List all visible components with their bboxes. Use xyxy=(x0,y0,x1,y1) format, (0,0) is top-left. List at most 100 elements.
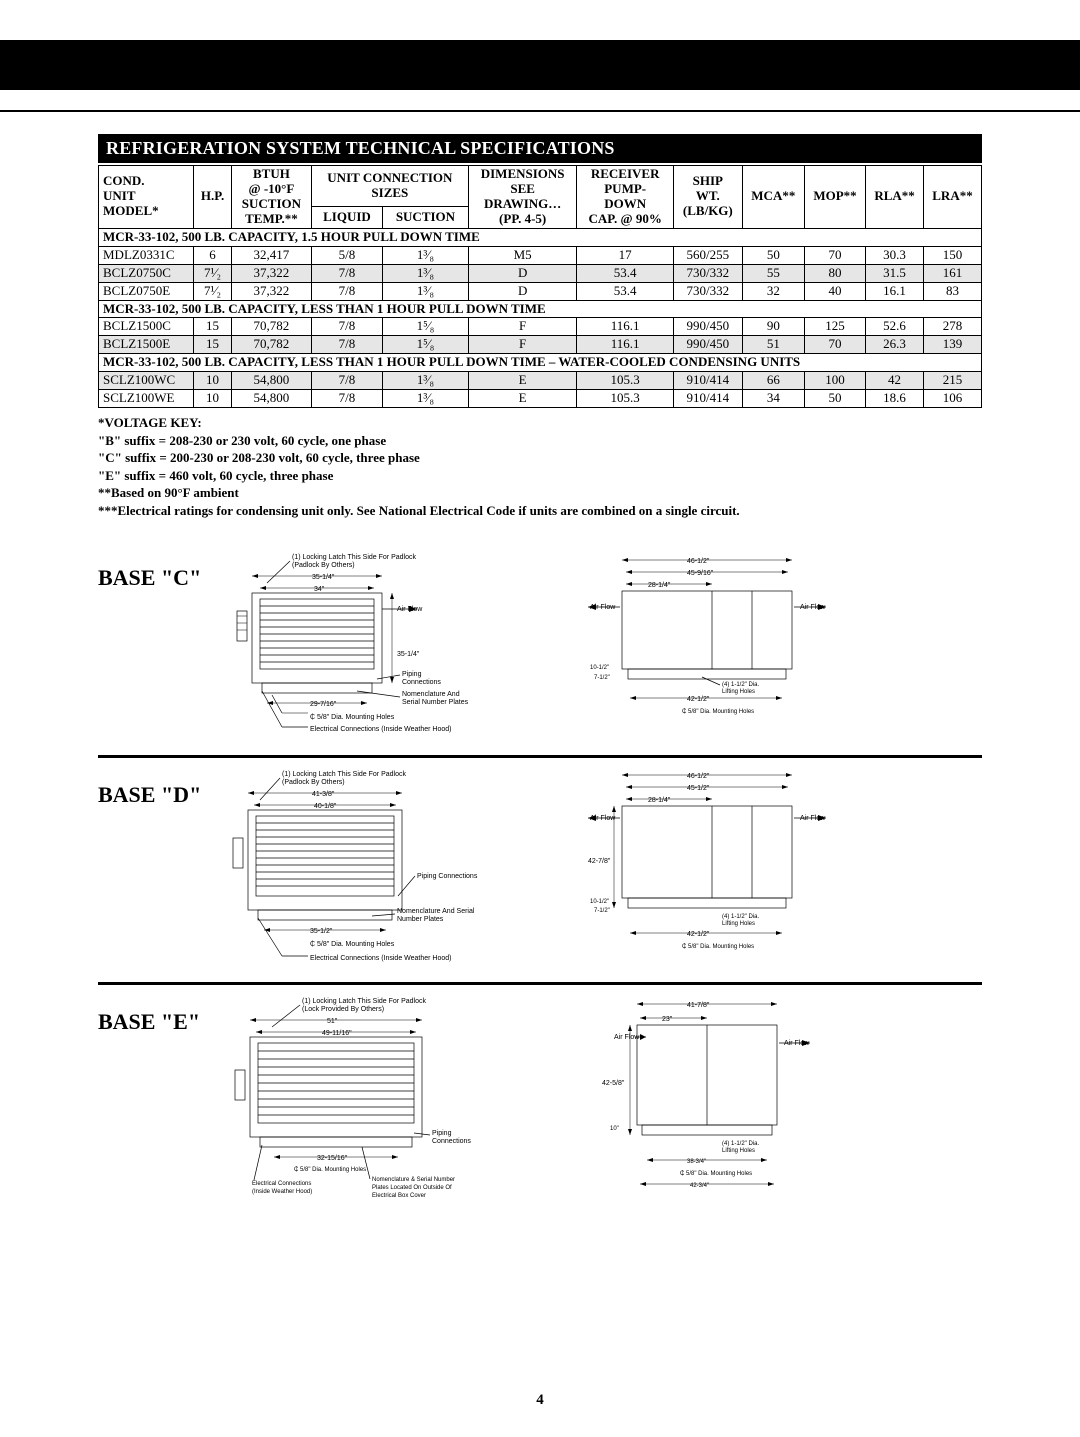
base-d-label: BASE "D" xyxy=(98,768,210,808)
table-cell: 40 xyxy=(804,282,865,300)
page-number: 4 xyxy=(0,1392,1080,1409)
table-cell: 105.3 xyxy=(577,372,673,390)
base-d-front-diagram: (1) Locking Latch This Side For Padlock … xyxy=(222,768,512,968)
hdr-suction: SUCTION xyxy=(383,206,469,228)
svg-text:₵ 5/8" Dia. Mounting Holes: ₵ 5/8" Dia. Mounting Holes xyxy=(310,713,395,721)
table-cell: 7/8 xyxy=(311,372,382,390)
table-cell: MDLZ0331C xyxy=(99,246,194,264)
table-cell: 1³⁄₈ xyxy=(383,390,469,408)
svg-text:40-1/8": 40-1/8" xyxy=(314,803,337,810)
svg-text:35-1/2": 35-1/2" xyxy=(310,928,333,935)
hdr-hp: H.P. xyxy=(194,166,232,229)
svg-text:41-3/8": 41-3/8" xyxy=(312,791,335,798)
hdr-mop: MOP** xyxy=(804,166,865,229)
svg-text:28-1/4": 28-1/4" xyxy=(648,582,671,589)
base-e-front-diagram: (1) Locking Latch This Side For Padlock … xyxy=(222,995,522,1205)
table-cell: 1³⁄₈ xyxy=(383,246,469,264)
svg-text:(4) 1-1/2" Dia.: (4) 1-1/2" Dia. xyxy=(722,1141,759,1147)
table-cell: 150 xyxy=(924,246,982,264)
spec-table: COND. UNIT MODEL* H.P. BTUH @ -10°F SUCT… xyxy=(98,165,982,408)
svg-text:23": 23" xyxy=(662,1016,673,1023)
svg-text:Electrical Connections: Electrical Connections xyxy=(252,1181,311,1187)
table-cell: 83 xyxy=(924,282,982,300)
svg-text:35-1/4": 35-1/4" xyxy=(312,574,335,581)
table-cell: 6 xyxy=(194,246,232,264)
table-cell: 100 xyxy=(804,372,865,390)
table-cell: D xyxy=(468,282,577,300)
table-cell: 50 xyxy=(742,246,804,264)
svg-text:₵ 5/8" Dia. Mounting Holes: ₵ 5/8" Dia. Mounting Holes xyxy=(294,1166,366,1173)
table-cell: F xyxy=(468,318,577,336)
table-cell: 90 xyxy=(742,318,804,336)
svg-text:34": 34" xyxy=(314,586,325,593)
table-cell: 7/8 xyxy=(311,390,382,408)
table-cell: 1³⁄₈ xyxy=(383,372,469,390)
table-section-header: MCR-33-102, 500 LB. CAPACITY, LESS THAN … xyxy=(99,354,982,372)
svg-text:42-7/8": 42-7/8" xyxy=(588,858,611,865)
table-cell: 70,782 xyxy=(231,336,311,354)
table-cell: 10 xyxy=(194,372,232,390)
separator xyxy=(98,755,982,758)
hdr-liquid: LIQUID xyxy=(311,206,382,228)
table-cell: 70 xyxy=(804,336,865,354)
table-cell: E xyxy=(468,372,577,390)
table-cell: 7/8 xyxy=(311,336,382,354)
svg-text:45-1/2": 45-1/2" xyxy=(687,785,710,792)
note-line: "B" suffix = 208-230 or 230 volt, 60 cyc… xyxy=(98,432,982,450)
svg-text:51": 51" xyxy=(327,1018,338,1025)
table-cell: 116.1 xyxy=(577,336,673,354)
table-cell: 730/332 xyxy=(673,282,742,300)
table-cell: 161 xyxy=(924,264,982,282)
svg-text:Piping: Piping xyxy=(402,671,422,678)
note-line: *VOLTAGE KEY: xyxy=(98,414,982,432)
table-section-header: MCR-33-102, 500 LB. CAPACITY, LESS THAN … xyxy=(99,300,982,318)
svg-text:(1) Locking Latch This Side Fo: (1) Locking Latch This Side For Padlock xyxy=(282,771,406,778)
table-cell: 30.3 xyxy=(866,246,924,264)
table-cell: 53.4 xyxy=(577,264,673,282)
hdr-conn: UNIT CONNECTION SIZES xyxy=(311,166,468,207)
svg-text:10-1/2": 10-1/2" xyxy=(590,665,609,671)
svg-text:Electrical Connections (Inside: Electrical Connections (Inside Weather H… xyxy=(310,955,452,962)
table-cell: 990/450 xyxy=(673,318,742,336)
svg-text:₵ 5/8" Dia. Mounting Holes: ₵ 5/8" Dia. Mounting Holes xyxy=(310,940,395,948)
svg-text:42-1/2": 42-1/2" xyxy=(687,696,710,703)
svg-text:Piping Connections: Piping Connections xyxy=(417,873,478,880)
svg-text:7-1/2": 7-1/2" xyxy=(594,908,610,914)
svg-text:41-7/8": 41-7/8" xyxy=(687,1002,710,1009)
table-cell: 116.1 xyxy=(577,318,673,336)
svg-text:Nomenclature And: Nomenclature And xyxy=(402,691,460,698)
separator xyxy=(98,982,982,985)
top-black-band xyxy=(0,40,1080,110)
table-cell: 42 xyxy=(866,372,924,390)
note-line: "E" suffix = 460 volt, 60 cycle, three p… xyxy=(98,467,982,485)
svg-text:Connections: Connections xyxy=(432,1138,471,1145)
table-cell: 26.3 xyxy=(866,336,924,354)
base-d-side-diagram: 46-1/2" 45-1/2" 28-1/4" Air Flow Air Flo… xyxy=(582,768,862,958)
svg-text:Number Plates: Number Plates xyxy=(397,916,444,923)
table-cell: 16.1 xyxy=(866,282,924,300)
table-cell: 125 xyxy=(804,318,865,336)
base-c-label: BASE "C" xyxy=(98,551,210,591)
table-cell: 10 xyxy=(194,390,232,408)
table-cell: 990/450 xyxy=(673,336,742,354)
table-cell: 17 xyxy=(577,246,673,264)
svg-text:7-1/2": 7-1/2" xyxy=(594,675,610,681)
hdr-model: COND. UNIT MODEL* xyxy=(99,166,194,229)
table-cell: 53.4 xyxy=(577,282,673,300)
table-cell: BCLZ1500C xyxy=(99,318,194,336)
svg-text:29-7/16": 29-7/16" xyxy=(310,701,337,708)
table-cell: 15 xyxy=(194,318,232,336)
svg-text:Electrical Connections (Inside: Electrical Connections (Inside Weather H… xyxy=(310,726,452,733)
svg-text:Lifting Holes: Lifting Holes xyxy=(722,1148,755,1154)
table-cell: 18.6 xyxy=(866,390,924,408)
table-cell: F xyxy=(468,336,577,354)
table-cell: 15 xyxy=(194,336,232,354)
svg-text:(4) 1-1/2" Dia.: (4) 1-1/2" Dia. xyxy=(722,914,759,920)
svg-text:46-1/2": 46-1/2" xyxy=(687,558,710,565)
table-cell: 7¹⁄₂ xyxy=(194,264,232,282)
svg-text:42-1/2": 42-1/2" xyxy=(687,931,710,938)
svg-text:₵ 5/8" Dia. Mounting Holes: ₵ 5/8" Dia. Mounting Holes xyxy=(680,1170,752,1177)
table-cell: BCLZ0750E xyxy=(99,282,194,300)
svg-text:10": 10" xyxy=(610,1126,619,1132)
table-cell: 7/8 xyxy=(311,282,382,300)
